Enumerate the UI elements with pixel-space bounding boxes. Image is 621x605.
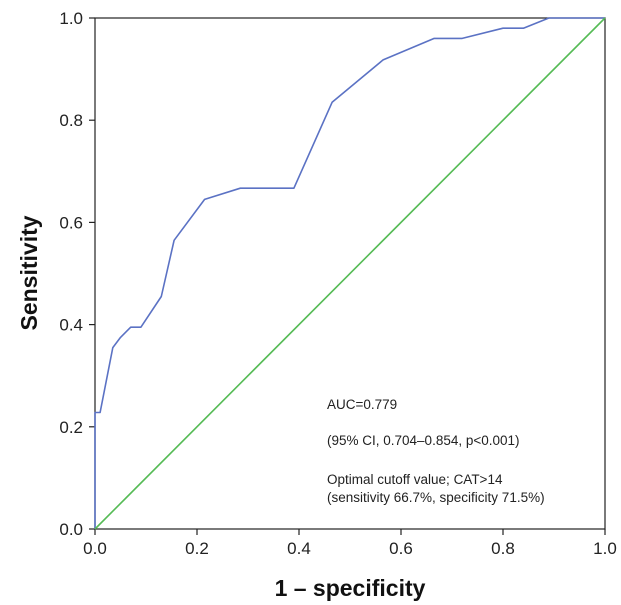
reference-diagonal-line — [94, 17, 606, 530]
roc-curve-line — [94, 17, 605, 529]
x-tick-label: 0.0 — [83, 539, 107, 558]
annotation-auc: AUC=0.779 — [327, 397, 397, 412]
y-tick-label: 0.6 — [59, 213, 83, 232]
x-tick-label: 0.6 — [389, 539, 413, 558]
plot-frame — [94, 17, 606, 530]
annotation-cutoff: Optimal cutoff value; CAT>14 — [327, 472, 503, 487]
annotation-sens-spec: (sensitivity 66.7%, specificity 71.5%) — [327, 490, 545, 505]
axis-ticks: 0.0 0.2 0.4 0.6 0.8 1.0 0.0 0.2 0.4 0.6 0.8 1.0 — [59, 9, 616, 558]
x-tick-label: 0.8 — [491, 539, 515, 558]
y-tick-label: 0.8 — [59, 111, 83, 130]
y-tick-label: 0.4 — [59, 316, 83, 335]
x-tick-label: 0.2 — [185, 539, 209, 558]
y-tick-label: 0.0 — [59, 520, 83, 539]
y-axis-title: Sensitivity — [16, 215, 42, 330]
y-tick-label: 0.2 — [59, 418, 83, 437]
series-lines — [94, 17, 606, 530]
annotation-ci: (95% CI, 0.704–0.854, p<0.001) — [327, 433, 520, 448]
x-tick-label: 1.0 — [593, 539, 617, 558]
x-tick-label: 0.4 — [287, 539, 311, 558]
x-axis-title: 1 – specificity — [275, 575, 426, 601]
y-tick-label: 1.0 — [59, 9, 83, 28]
